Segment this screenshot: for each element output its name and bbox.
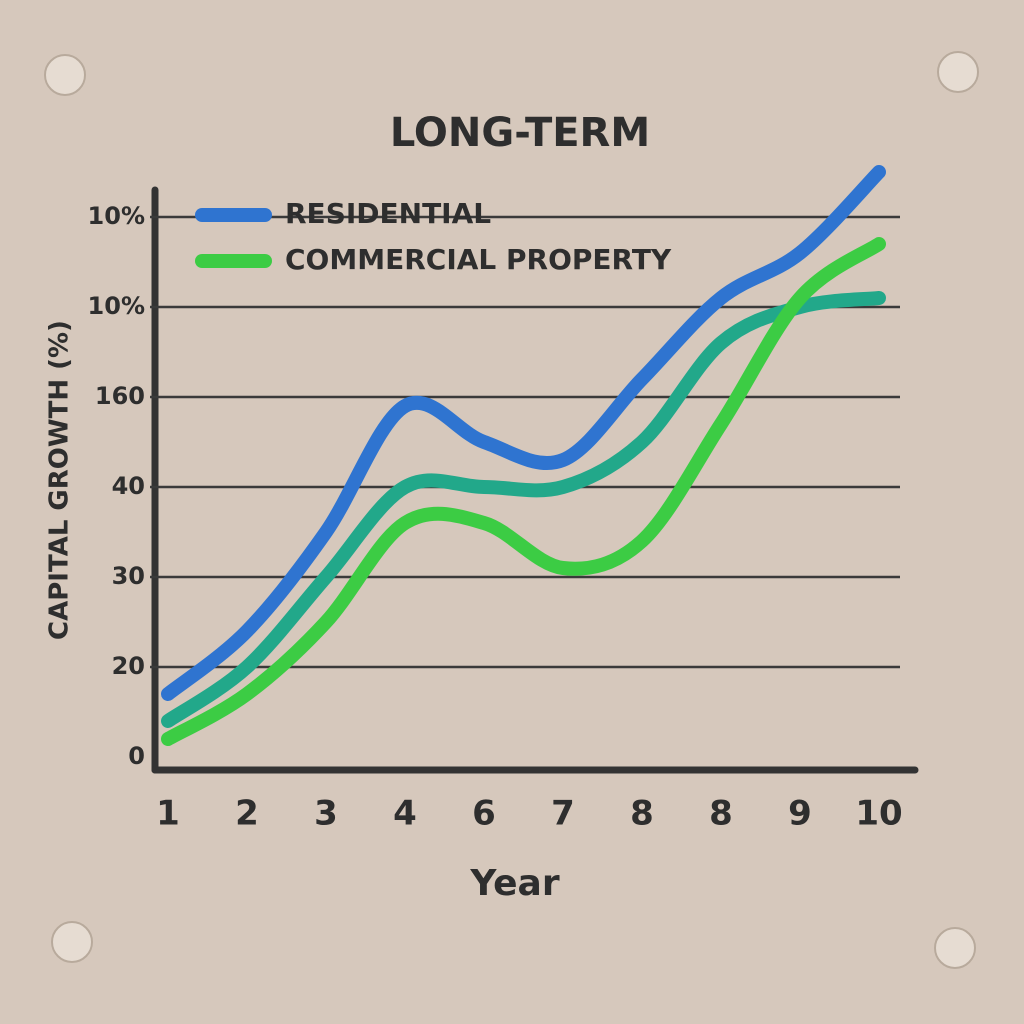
- x-tick-label: 1: [156, 794, 180, 834]
- x-tick-label: 2: [235, 794, 259, 834]
- x-tick-label: 3: [314, 794, 338, 834]
- series-line: [161, 237, 886, 746]
- chart-title: LONG-TERM: [390, 110, 650, 156]
- y-tick-label: 40: [112, 472, 145, 500]
- y-tick-label: 0: [128, 742, 145, 770]
- y-tick-label: 10%: [88, 292, 145, 320]
- legend-label: COMMERCIAL PROPERTY: [285, 243, 672, 276]
- pins: [44, 51, 979, 969]
- pin: [44, 54, 86, 96]
- pin: [937, 51, 979, 93]
- x-axis-label: Year: [469, 863, 559, 904]
- x-tick-label: 4: [393, 794, 417, 834]
- y-tick-label: 10%: [88, 202, 145, 230]
- x-tick-label: 6: [472, 794, 496, 834]
- y-axis-label: CAPITAL GROWTH (%): [45, 320, 75, 640]
- x-tick-label: 9: [788, 794, 812, 834]
- legend-label: RESIDENTIAL: [285, 197, 491, 230]
- y-tick-label: 160: [95, 382, 145, 410]
- series-line: [161, 291, 886, 728]
- series-line: [161, 165, 886, 701]
- x-tick-label: 7: [551, 794, 575, 834]
- pin: [934, 927, 976, 969]
- x-tick-label: 10: [855, 794, 902, 834]
- pin: [51, 921, 93, 963]
- x-tick-label: 8: [709, 794, 733, 834]
- x-tick-label: 8: [630, 794, 654, 834]
- y-tick-label: 20: [112, 652, 145, 680]
- y-tick-label: 30: [112, 562, 145, 590]
